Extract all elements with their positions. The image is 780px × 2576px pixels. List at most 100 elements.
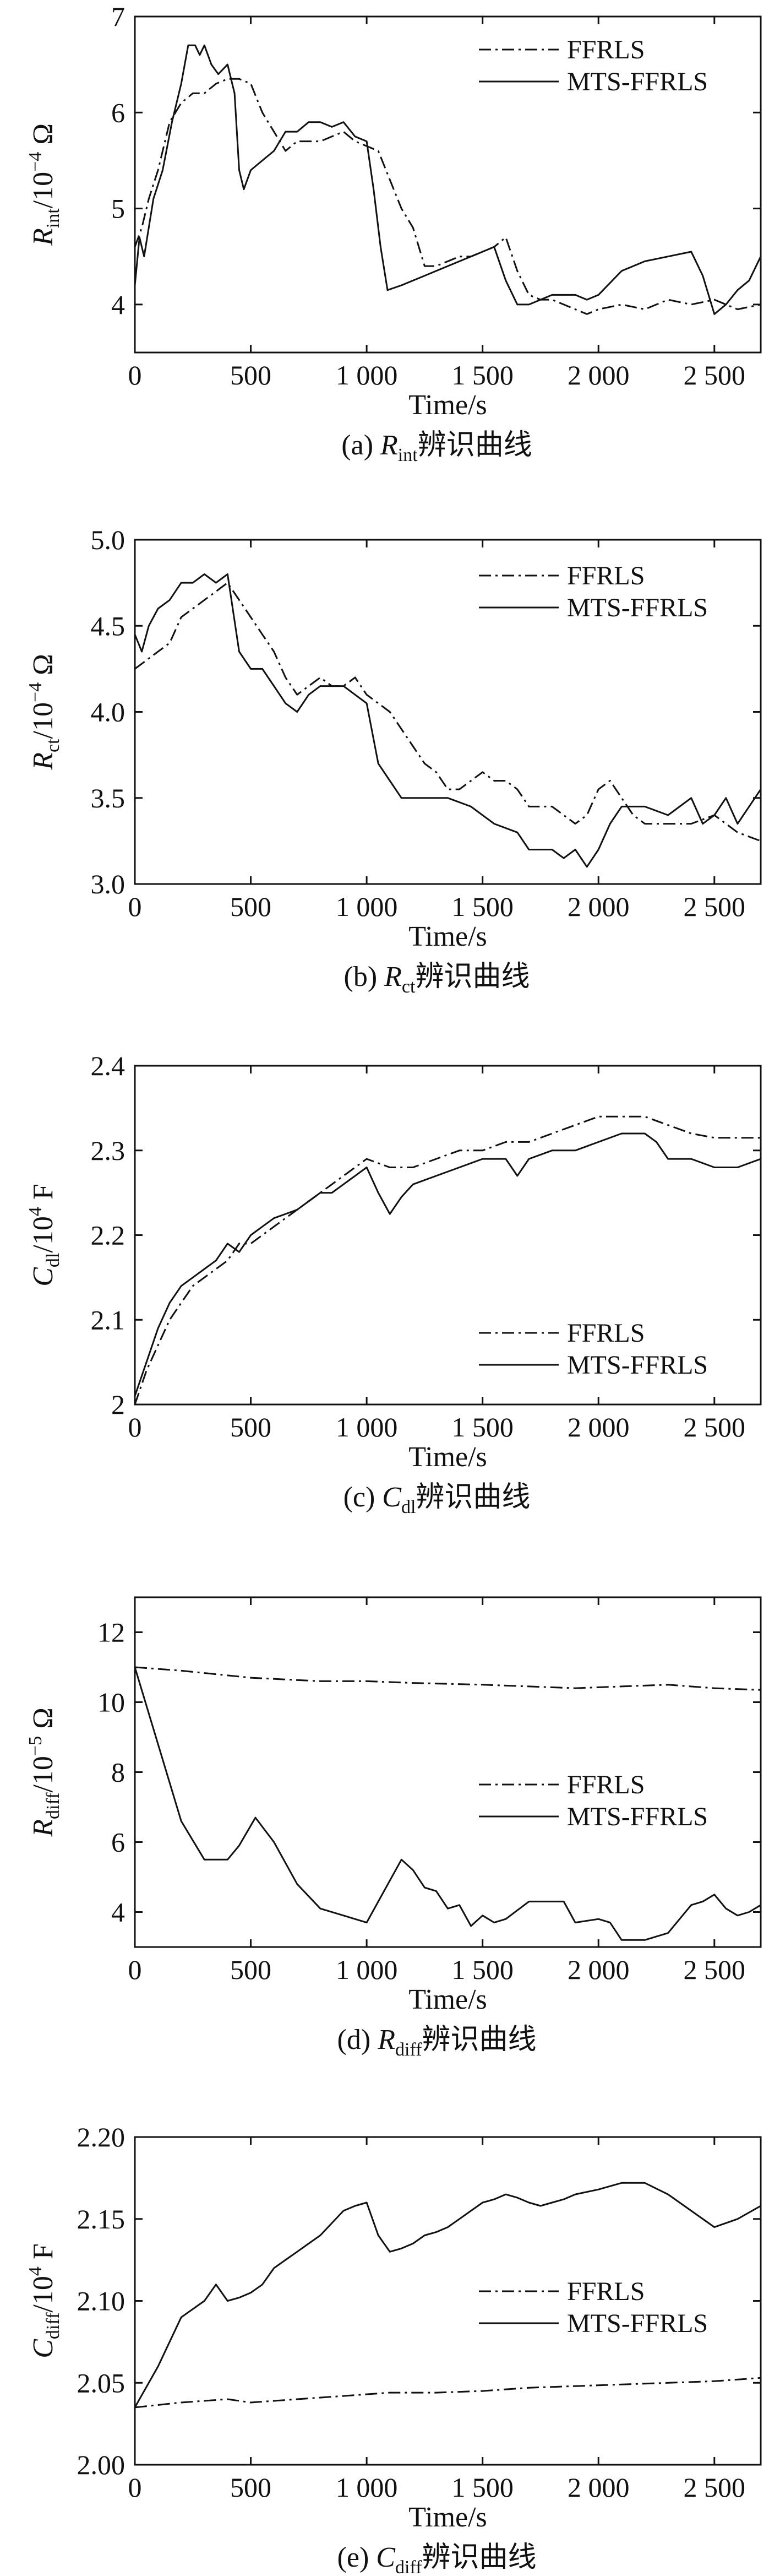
caption-suffix: 辨识曲线 xyxy=(418,430,532,461)
y-tick-label: 5 xyxy=(111,193,125,224)
x-tick-label: 0 xyxy=(128,1954,142,1985)
y-tick-label: 2.05 xyxy=(77,2367,126,2398)
y-tick-label: 2.4 xyxy=(91,1050,126,1081)
y-label-symbol: C xyxy=(28,1267,59,1287)
caption-suffix: 辨识曲线 xyxy=(422,2542,536,2573)
y-label-unit-tail: Ω xyxy=(28,1707,59,1736)
legend-label: MTS-FFRLS xyxy=(567,67,708,96)
x-tick-label: 1 000 xyxy=(336,1412,398,1442)
x-tick-label: 2 000 xyxy=(568,2472,630,2503)
y-tick-label: 2.2 xyxy=(91,1220,126,1251)
caption-subscript: diff xyxy=(395,2557,422,2576)
legend-label: MTS-FFRLS xyxy=(567,593,708,622)
y-label-exponent: −5 xyxy=(25,1736,46,1756)
legend-label: MTS-FFRLS xyxy=(567,1351,708,1380)
caption-suffix: 辨识曲线 xyxy=(422,2024,536,2056)
chart-panel-1: 0 500 1 000 1 500 2 000 2 500 4 5 6 7 Time/s Rint/1… xyxy=(25,1,762,465)
y-tick-label: 7 xyxy=(111,1,125,32)
caption-symbol: R xyxy=(380,430,398,461)
series-line-ffrls xyxy=(135,78,761,315)
series-line-mts-ffrls xyxy=(135,44,761,315)
legend-label: FFRLS xyxy=(567,1770,645,1799)
y-axis-label: Rint/10−4 Ω xyxy=(25,123,63,246)
x-tick-label: 1 500 xyxy=(451,1412,514,1442)
chart-panel-3: 0 500 1 000 1 500 2 000 2 500 2 2.1 2.2 2.3 2.4 Tim… xyxy=(25,1050,762,1517)
y-label-exponent: −4 xyxy=(25,682,46,702)
x-tick-label: 2 000 xyxy=(568,1954,630,1985)
y-tick-label: 2.1 xyxy=(91,1304,126,1335)
legend-label: FFRLS xyxy=(567,561,645,590)
y-tick-label: 6 xyxy=(111,97,125,128)
panel-caption: (d) Rdiff辨识曲线 xyxy=(337,2024,537,2060)
x-tick-label: 0 xyxy=(128,360,142,391)
caption-symbol: R xyxy=(384,961,402,993)
y-tick-label: 3.0 xyxy=(91,869,126,899)
y-tick-label: 4 xyxy=(111,1897,125,1928)
y-tick-label: 10 xyxy=(97,1687,125,1718)
panel-caption: (e) Cdiff辨识曲线 xyxy=(337,2542,537,2576)
x-tick-label: 500 xyxy=(230,891,271,922)
y-axis-label: Rct/10−4 Ω xyxy=(25,654,63,771)
series-line-mts-ffrls xyxy=(135,1132,761,1397)
x-tick-label: 2 000 xyxy=(568,360,630,391)
y-label-symbol: R xyxy=(28,1819,59,1837)
x-tick-label: 500 xyxy=(230,360,271,391)
y-axis-label: Cdiff/104 F xyxy=(25,2243,63,2358)
x-tick-label: 2 500 xyxy=(684,891,746,922)
x-tick-label: 1 000 xyxy=(336,891,398,922)
caption-symbol: C xyxy=(382,1482,402,1513)
x-tick-label: 1 000 xyxy=(336,1954,398,1985)
y-label-unit: /10 xyxy=(28,2276,59,2312)
chart-panel-5: 0 500 1 000 1 500 2 000 2 500 2.00 2.05 2.10 2.15… xyxy=(25,2122,762,2576)
y-label-subscript: diff xyxy=(43,1792,63,1819)
plot-frame xyxy=(134,15,762,354)
x-tick-label: 500 xyxy=(230,2472,271,2503)
caption-subscript: diff xyxy=(395,2040,422,2060)
y-label-subscript: ct xyxy=(43,739,63,752)
y-label-subscript: diff xyxy=(43,2312,63,2339)
legend-label: FFRLS xyxy=(567,2277,645,2306)
y-label-exponent: −4 xyxy=(25,152,46,172)
y-label-unit: /10 xyxy=(28,1756,59,1792)
y-tick-label: 2.00 xyxy=(77,2449,126,2480)
x-tick-label: 0 xyxy=(128,1412,142,1442)
y-tick-label: 6 xyxy=(111,1827,125,1858)
y-tick-label: 5.0 xyxy=(91,524,126,555)
caption-subscript: int xyxy=(398,445,418,465)
legend-label: FFRLS xyxy=(567,35,645,64)
caption-prefix: (a) xyxy=(341,430,380,461)
y-tick-label: 3.5 xyxy=(91,783,126,814)
x-tick-label: 2 500 xyxy=(684,1954,746,1985)
caption-prefix: (d) xyxy=(337,2024,378,2056)
y-tick-label: 2 xyxy=(111,1389,125,1420)
y-tick-label: 2.20 xyxy=(77,2122,126,2152)
y-label-exponent: 4 xyxy=(25,1207,46,1216)
y-label-unit-tail: Ω xyxy=(28,654,59,682)
x-tick-label: 2 500 xyxy=(684,2472,746,2503)
caption-prefix: (c) xyxy=(343,1482,383,1513)
x-tick-label: 1 500 xyxy=(451,360,514,391)
x-axis-label: Time/s xyxy=(408,2502,487,2533)
y-tick-label: 2.10 xyxy=(77,2286,126,2317)
y-label-exponent: 4 xyxy=(25,2266,46,2276)
x-tick-label: 1 500 xyxy=(451,2472,514,2503)
x-tick-label: 2 000 xyxy=(568,1412,630,1442)
x-axis-label: Time/s xyxy=(408,1984,487,2015)
y-label-unit: /10 xyxy=(28,172,59,208)
x-tick-label: 500 xyxy=(230,1954,271,1985)
y-label-unit: /10 xyxy=(28,1216,59,1252)
caption-symbol: C xyxy=(376,2542,396,2573)
x-tick-label: 1 500 xyxy=(451,1954,514,1985)
x-tick-label: 0 xyxy=(128,2472,142,2503)
caption-prefix: (e) xyxy=(337,2542,377,2573)
caption-subscript: dl xyxy=(401,1497,416,1517)
x-tick-label: 1 000 xyxy=(336,360,398,391)
panel-caption: (c) Cdl辨识曲线 xyxy=(343,1482,531,1517)
legend-label: MTS-FFRLS xyxy=(567,1802,708,1831)
series-line-ffrls xyxy=(135,1666,761,1691)
x-axis-label: Time/s xyxy=(408,389,487,421)
x-tick-label: 2 500 xyxy=(684,1412,746,1442)
y-tick-label: 2.15 xyxy=(77,2204,126,2235)
chart-panel-2: 0 500 1 000 1 500 2 000 2 500 3.0 3.5 4.0 4.5 5.0 T… xyxy=(25,524,762,997)
